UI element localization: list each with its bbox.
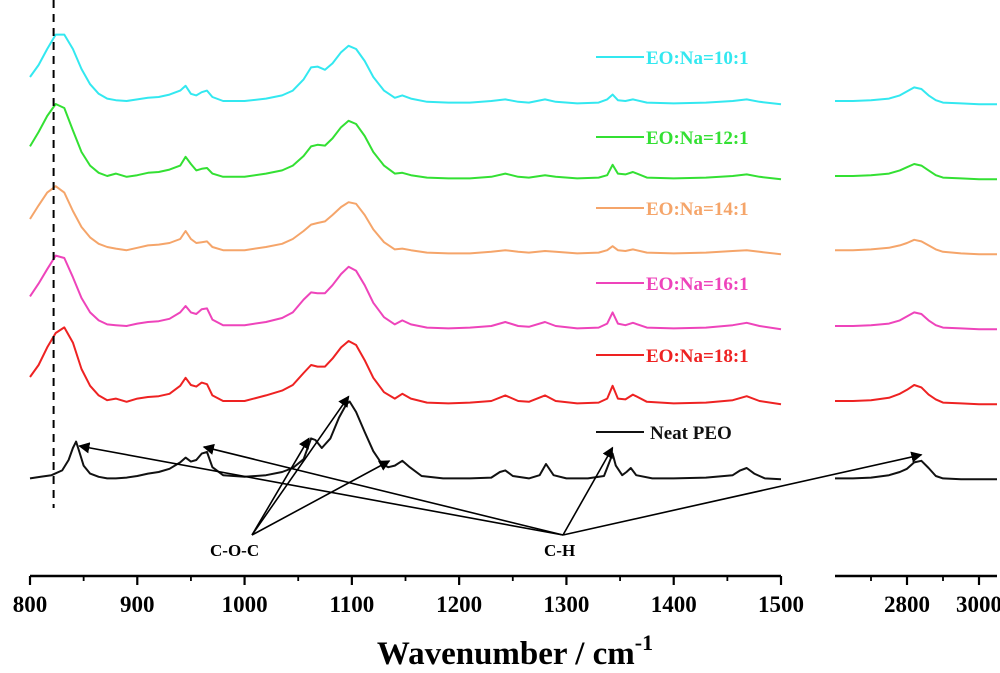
- x-tick-label-1300: 1300: [543, 592, 589, 617]
- annotation-label-c-h: C-H: [544, 541, 575, 560]
- annotation-arrow-c-o-c: [251, 395, 350, 536]
- x-axis: 800 900 1000 1100 1200 1300 1400 1500 2800 3000: [13, 574, 1000, 617]
- annotation-arrow-c-h: [562, 451, 923, 536]
- x-tick-label-2800: 2800: [884, 592, 930, 617]
- x-tick-label-900: 900: [120, 592, 155, 617]
- series-line-eo-na-14-1: [29, 185, 782, 256]
- annotations: C-O-C C-H: [78, 395, 923, 560]
- series-line-eo-na-18-1-high: [835, 384, 997, 406]
- x-tick-label-800: 800: [13, 592, 48, 617]
- annotation-arrow-c-h: [562, 446, 614, 536]
- annotation-label-c-o-c: C-O-C: [210, 541, 259, 560]
- legend-label-eo-na-16-1: EO:Na=16:1: [646, 274, 749, 295]
- annotation-arrow-c-o-c: [251, 460, 391, 536]
- series-line-eo-na-18-1: [29, 326, 782, 406]
- x-axis-title: Wavenumber / cm-1: [377, 630, 653, 672]
- series-line-eo-na-10-1-high: [835, 86, 997, 106]
- series-line-eo-na-12-1-high: [835, 163, 997, 181]
- series-line-neat-peo: [29, 400, 782, 481]
- legend-label-neat-peo: Neat PEO: [650, 423, 732, 444]
- series-line-eo-na-16-1: [29, 254, 782, 331]
- legend-label-eo-na-14-1: EO:Na=14:1: [646, 199, 749, 220]
- series-line-eo-na-12-1: [29, 103, 782, 181]
- series-layer: [29, 0, 997, 508]
- annotation-arrow-c-o-c: [251, 437, 310, 536]
- x-tick-label-1200: 1200: [436, 592, 482, 617]
- x-tick-label-3000: 3000: [956, 592, 1000, 617]
- x-tick-label-1400: 1400: [651, 592, 697, 617]
- legend-label-eo-na-18-1: EO:Na=18:1: [646, 346, 749, 367]
- series-line-eo-na-14-1-high: [835, 238, 997, 256]
- annotation-arrow-c-h: [202, 443, 564, 536]
- x-tick-label-1500: 1500: [758, 592, 804, 617]
- annotation-arrow-c-h: [78, 442, 564, 536]
- legend: EO:Na=10:1 EO:Na=12:1 EO:Na=14:1 EO:Na=16:1…: [596, 48, 749, 444]
- x-tick-label-1000: 1000: [222, 592, 268, 617]
- legend-label-eo-na-10-1: EO:Na=10:1: [646, 48, 749, 69]
- x-tick-label-1100: 1100: [329, 592, 374, 617]
- series-line-eo-na-10-1: [29, 33, 782, 106]
- series-line-eo-na-16-1-high: [835, 311, 997, 331]
- series-line-neat-peo-high: [835, 459, 997, 481]
- legend-label-eo-na-12-1: EO:Na=12:1: [646, 128, 749, 149]
